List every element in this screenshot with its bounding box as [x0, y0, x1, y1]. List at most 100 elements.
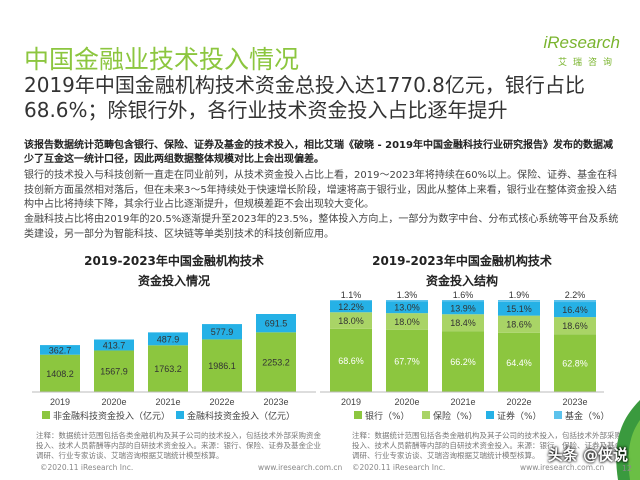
chart-structure: 2019-2023年中国金融机构技术 资金投入结构 68.6% 18.0% 12.2… — [318, 250, 610, 428]
x-tick-2019: 2019 — [341, 397, 361, 407]
chart-structure-title-2: 资金投入结构 — [425, 274, 498, 288]
page-title: 中国金融业技术投入情况 — [24, 45, 300, 74]
x-tick-2020e: 2020e — [394, 397, 419, 407]
value-label-nonfintech-2021e: 1763.2 — [154, 364, 182, 374]
bar-nonfintech-2019 — [40, 354, 80, 392]
footer-url-right: www.iresearch.com.cn — [520, 463, 605, 472]
legend-label-0: 非金融科技资金投入（亿元） — [53, 410, 170, 422]
value-label-bank-2019: 68.6% — [338, 356, 364, 366]
bar-nonfintech-2023e — [256, 332, 296, 392]
value-label-insurance-2020e: 18.0% — [394, 317, 420, 327]
value-label-nonfintech-2022e: 1986.1 — [208, 361, 236, 371]
value-label-nonfintech-2020e: 1567.9 — [100, 367, 128, 377]
legend-swatch-securities — [486, 411, 494, 419]
bar-securities-2023e — [554, 302, 596, 318]
paragraph-2: 金融科技占比将由2019年的20.5%逐渐提升至2023年的23.5%，整体投入… — [24, 214, 619, 240]
bar-insurance-2023e — [554, 317, 596, 335]
headline: 2019年中国金融机构技术资金总投入达1770.8亿元，银行占比68.6%；除银… — [24, 73, 585, 122]
bar-nonfintech-2020e — [94, 350, 134, 392]
bar-fintech-2021e — [148, 332, 188, 346]
legend-swatch-1 — [176, 411, 184, 419]
paragraph-1: 银行的技术投入与科技创新一直走在同业前列，从技术资金投入占比上看，2019～20… — [24, 170, 618, 210]
source-note-left: 注释：数据统计范围包括各类金融机构及其子公司的技术投入，包括技术外部采购资金投入… — [36, 431, 321, 460]
value-label-nonfintech-2023e: 2253.2 — [262, 358, 290, 368]
value-label-bank-2023e: 62.8% — [562, 359, 588, 369]
watermark: 头条 @侠说 — [547, 446, 628, 464]
bar-fund-2019 — [330, 300, 372, 302]
x-tick-2022e: 2022e — [209, 397, 234, 407]
leaf-decoration — [616, 400, 640, 480]
brand-logo: iResearch 艾瑞咨询 — [500, 33, 620, 73]
value-label-bank-2021e: 66.2% — [450, 357, 476, 367]
brand-name: iResearch — [543, 33, 620, 52]
x-tick-2023e: 2023e — [263, 397, 288, 407]
legend-label-insurance: 保险（%） — [433, 410, 478, 422]
value-label-insurance-2021e: 18.4% — [450, 318, 476, 328]
legend-label-fund: 基金（%） — [565, 410, 610, 422]
legend-label-securities: 证券（%） — [497, 410, 542, 422]
bar-insurance-2019 — [330, 312, 372, 329]
value-label-insurance-2019: 18.0% — [338, 316, 364, 326]
bar-bank-2019 — [330, 328, 372, 392]
bar-fund-2023e — [554, 300, 596, 303]
value-label-fintech-2021e: 487.9 — [157, 334, 180, 344]
value-label-fintech-2019: 362.7 — [49, 345, 72, 355]
chart-structure-svg: 68.6% 18.0% 12.2% 1.1% 2019 67.7% 18.0% 13.0% 1.… — [320, 290, 610, 422]
bar-fintech-2023e — [256, 314, 296, 333]
value-label-securities-2019: 12.2% — [338, 302, 364, 312]
value-label-bank-2020e: 67.7% — [394, 356, 420, 366]
value-label-securities-2021e: 13.9% — [450, 303, 476, 313]
footer-copyright-left: ©2020.11 iResearch Inc. — [40, 463, 134, 472]
value-label-securities-2022e: 15.1% — [506, 304, 532, 314]
bar-bank-2020e — [386, 329, 428, 392]
value-label-nonfintech-2019: 1408.2 — [46, 369, 74, 379]
value-label-securities-2020e: 13.0% — [394, 303, 420, 313]
value-label-fintech-2023e: 691.5 — [265, 319, 288, 329]
legend-label-1: 金融科技资金投入（亿元） — [187, 410, 295, 422]
legend-swatch-0 — [42, 411, 50, 419]
bar-fintech-2020e — [94, 339, 134, 351]
bar-securities-2020e — [386, 301, 428, 314]
value-label-fund-2021e: 1.6% — [453, 290, 474, 300]
legend-swatch-fund — [554, 411, 562, 419]
legend-label-bank: 银行（%） — [365, 410, 410, 422]
bar-fund-2020e — [386, 300, 428, 302]
bar-bank-2023e — [554, 334, 596, 392]
source-note-right: 注释：数据统计范围包括各类金融机构及其子公司的技术投入，包括技术外部采购资金投入… — [352, 431, 637, 460]
x-tick-2020e: 2020e — [101, 397, 126, 407]
bar-fund-2022e — [498, 300, 540, 302]
value-label-securities-2023e: 16.4% — [562, 305, 588, 315]
value-label-fund-2020e: 1.3% — [397, 290, 418, 300]
value-label-insurance-2023e: 18.6% — [562, 321, 588, 331]
bar-fund-2021e — [442, 300, 484, 302]
chart-investment: 2019-2023年中国金融机构技术 资金投入情况 1408.2 362.7 201… — [30, 250, 318, 428]
value-label-insurance-2022e: 18.6% — [506, 320, 532, 330]
x-tick-2021e: 2021e — [450, 397, 475, 407]
bar-securities-2022e — [498, 301, 540, 316]
bar-bank-2021e — [442, 331, 484, 392]
bar-securities-2021e — [442, 301, 484, 315]
chart-investment-title-2: 资金投入情况 — [137, 274, 210, 288]
value-label-fund-2019: 1.1% — [341, 290, 362, 300]
value-label-fund-2022e: 1.9% — [509, 290, 530, 300]
chart-investment-title-1: 2019-2023年中国金融机构技术 — [84, 254, 264, 268]
chart-investment-svg: 1408.2 362.7 2019 1567.9 413.7 2020e 1763.2 487… — [32, 314, 316, 422]
value-label-fintech-2020e: 413.7 — [103, 340, 126, 350]
value-label-fund-2023e: 2.2% — [565, 290, 586, 300]
bar-fintech-2022e — [202, 324, 242, 340]
bar-bank-2022e — [498, 332, 540, 392]
footer-url-left: www.iresearch.com.cn — [258, 463, 343, 472]
x-tick-2021e: 2021e — [155, 397, 180, 407]
x-tick-2022e: 2022e — [506, 397, 531, 407]
value-label-bank-2022e: 64.4% — [506, 358, 532, 368]
footer-copyright-right: ©2020.11 iResearch Inc. — [352, 463, 446, 472]
x-tick-2019: 2019 — [50, 397, 70, 407]
brand-subtitle: 艾瑞咨询 — [557, 58, 618, 68]
legend-swatch-bank — [354, 411, 362, 419]
chart-structure-title-1: 2019-2023年中国金融机构技术 — [372, 254, 552, 268]
bar-insurance-2021e — [442, 314, 484, 332]
bar-insurance-2022e — [498, 315, 540, 333]
bar-nonfintech-2021e — [148, 345, 188, 392]
bar-nonfintech-2022e — [202, 339, 242, 392]
bar-securities-2019 — [330, 301, 372, 313]
